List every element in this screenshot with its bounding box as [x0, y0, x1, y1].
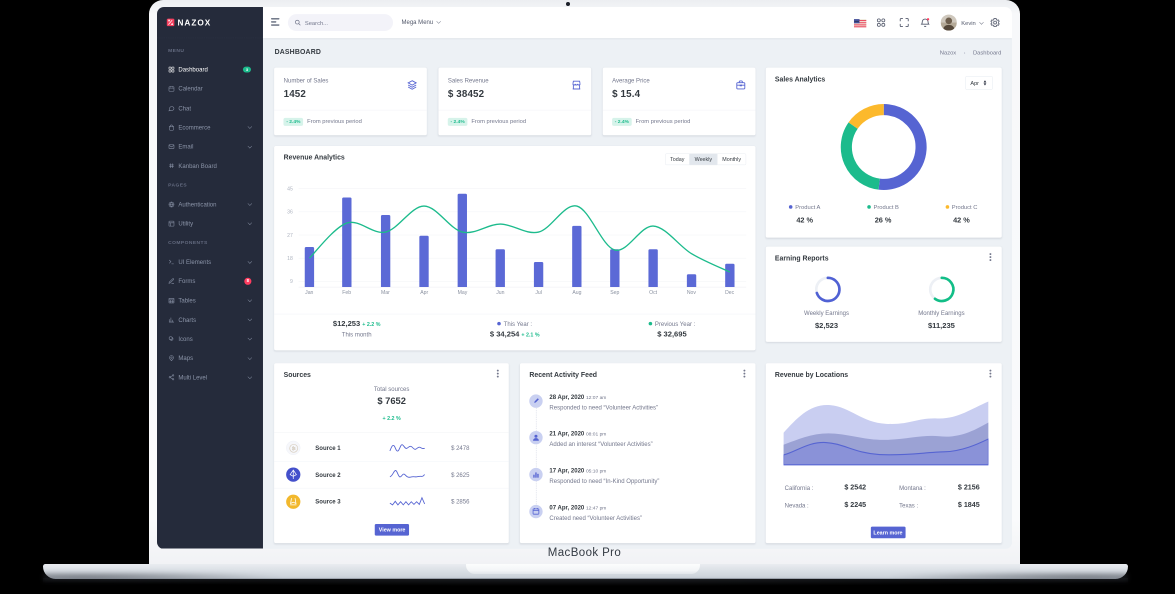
svg-text:Nov: Nov [687, 290, 697, 296]
svg-text:Dec: Dec [725, 290, 735, 296]
svg-text:₿: ₿ [292, 445, 296, 452]
svg-text:Feb: Feb [342, 290, 351, 296]
svg-text:45: 45 [287, 186, 293, 192]
svg-text:Oct: Oct [649, 290, 658, 296]
svg-text:Jan: Jan [305, 290, 313, 296]
svg-text:27: 27 [287, 233, 293, 239]
svg-text:Jun: Jun [496, 290, 504, 296]
svg-text:Aug: Aug [573, 290, 582, 296]
svg-text:18: 18 [287, 256, 293, 262]
svg-text:Mar: Mar [381, 290, 390, 296]
svg-text:36: 36 [287, 210, 293, 216]
svg-text:May: May [458, 290, 468, 296]
svg-text:Jul: Jul [536, 290, 543, 296]
svg-text:Apr: Apr [420, 290, 428, 296]
svg-text:9: 9 [290, 279, 293, 285]
svg-text:Sep: Sep [610, 290, 619, 296]
